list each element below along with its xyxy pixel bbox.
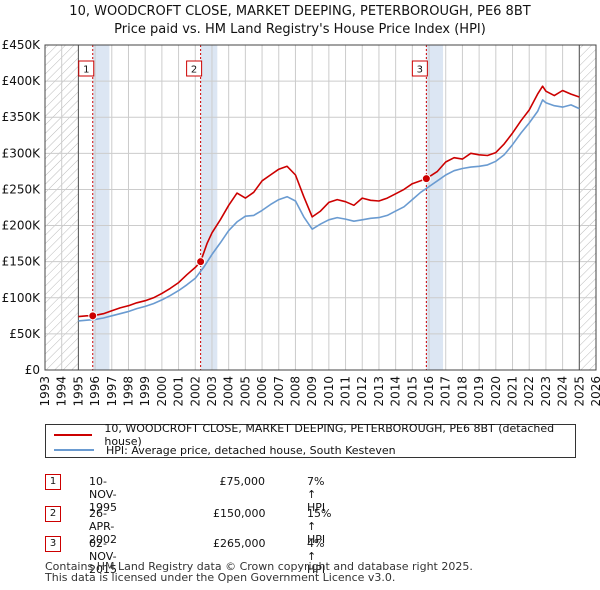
x-tick-label: 2014 — [389, 376, 403, 407]
sale-point — [421, 174, 431, 184]
legend-item-hpi: HPI: Average price, detached house, Sout… — [54, 443, 396, 457]
legend-swatch-property — [54, 434, 93, 436]
legend-swatch-hpi — [54, 449, 94, 451]
chart-title: 10, WOODCROFT CLOSE, MARKET DEEPING, PET… — [0, 3, 600, 39]
sale-marker-label: 2 — [191, 65, 197, 76]
y-tick-label: £150K — [2, 255, 42, 269]
x-tick-label: 2002 — [188, 376, 202, 407]
transaction-hpi: 7% ↑ HPI — [307, 475, 326, 514]
title-line-2: Price paid vs. HM Land Registry's House … — [114, 22, 486, 37]
transaction-hpi: 4% ↑ HPI — [307, 537, 326, 576]
x-tick-label: 2010 — [322, 376, 336, 407]
transaction-price: £265,000 — [213, 537, 266, 550]
x-tick-label: 1997 — [105, 376, 119, 407]
x-tick-label: 2000 — [155, 376, 169, 407]
x-tick-label: 2003 — [205, 376, 219, 407]
sale-marker-box — [186, 60, 203, 77]
x-tick-label: 2024 — [556, 376, 570, 407]
y-tick-label: £300K — [2, 146, 42, 160]
y-tick-label: £400K — [2, 74, 42, 88]
transaction-price: £150,000 — [213, 507, 266, 520]
hatched-range — [579, 45, 596, 370]
sale-shade-band — [200, 45, 218, 370]
plot-area — [45, 45, 596, 370]
x-tick-label: 2018 — [455, 376, 469, 407]
x-tick-label: 2021 — [506, 376, 520, 407]
transaction-date: 26-APR-2002 — [89, 507, 117, 546]
transaction-price: £75,000 — [219, 475, 266, 488]
x-tick-label: 2022 — [522, 376, 536, 407]
sale-point — [196, 257, 206, 267]
y-tick-label: £0 — [25, 363, 40, 377]
hpi-line — [78, 99, 580, 322]
x-tick-label: 1995 — [71, 376, 85, 407]
transaction-number: 1 — [45, 474, 61, 490]
sale-shade-band — [426, 45, 444, 370]
footer: Contains HM Land Registry data © Crown c… — [45, 561, 473, 583]
sale-marker-label: 3 — [417, 65, 423, 76]
transaction-date: 02-NOV-2015 — [89, 537, 117, 576]
x-tick-label: 2020 — [489, 376, 503, 407]
x-tick-label: 1993 — [38, 376, 52, 407]
x-tick-label: 2019 — [472, 376, 486, 407]
transaction-number: 3 — [45, 536, 61, 552]
x-tick-label: 2001 — [172, 376, 186, 407]
transaction-date: 10-NOV-1995 — [89, 475, 117, 514]
legend-item-property: 10, WOODCROFT CLOSE, MARKET DEEPING, PET… — [54, 422, 575, 448]
legend-label-hpi: HPI: Average price, detached house, Sout… — [106, 443, 396, 457]
y-tick-label: £450K — [2, 38, 42, 52]
x-tick-label: 2008 — [288, 376, 302, 407]
y-tick-label: £350K — [2, 110, 42, 124]
transaction-hpi: 15% ↑ HPI — [307, 507, 332, 546]
x-tick-label: 1994 — [55, 376, 69, 407]
sale-marker-box — [78, 60, 95, 77]
sale-marker-box — [411, 60, 428, 77]
property-price-line — [78, 85, 580, 318]
x-tick-label: 2017 — [439, 376, 453, 407]
x-tick-label: 2025 — [572, 376, 586, 407]
price-chart: £0 £50K £100K £150K £200K £250K £300K £350K £400… — [2, 38, 600, 407]
x-tick-label: 1999 — [138, 376, 152, 407]
x-tick-label: 2013 — [372, 376, 386, 407]
x-tick-label: 2006 — [255, 376, 269, 407]
x-tick-label: 2016 — [422, 376, 436, 407]
x-tick-label: 2026 — [589, 376, 600, 407]
y-tick-label: £100K — [2, 291, 42, 305]
title-line-1: 10, WOODCROFT CLOSE, MARKET DEEPING, PET… — [69, 4, 531, 19]
sale-point — [88, 311, 98, 321]
x-tick-label: 1998 — [121, 376, 135, 407]
x-tick-label: 2004 — [222, 376, 236, 407]
x-tick-label: 1996 — [88, 376, 102, 407]
legend: 10, WOODCROFT CLOSE, MARKET DEEPING, PET… — [45, 422, 576, 458]
y-tick-label: £250K — [2, 182, 42, 196]
y-tick-label: £50K — [9, 327, 41, 341]
x-tick-label: 2011 — [339, 376, 353, 407]
x-tick-label: 2012 — [355, 376, 369, 407]
x-tick-label: 2007 — [272, 376, 286, 407]
y-tick-label: £200K — [2, 219, 42, 233]
x-tick-label: 2023 — [539, 376, 553, 407]
x-tick-label: 2015 — [405, 376, 419, 407]
transaction-number: 2 — [45, 506, 61, 522]
sale-shade-band — [92, 45, 110, 370]
plot-frame — [44, 44, 597, 371]
footer-line-1: Contains HM Land Registry data © Crown c… — [45, 560, 473, 573]
x-tick-label: 2005 — [238, 376, 252, 407]
sale-marker-label: 1 — [83, 65, 89, 76]
footer-line-2: This data is licensed under the Open Gov… — [45, 571, 396, 584]
x-tick-label: 2009 — [305, 376, 319, 407]
legend-label-property: 10, WOODCROFT CLOSE, MARKET DEEPING, PET… — [104, 422, 555, 448]
